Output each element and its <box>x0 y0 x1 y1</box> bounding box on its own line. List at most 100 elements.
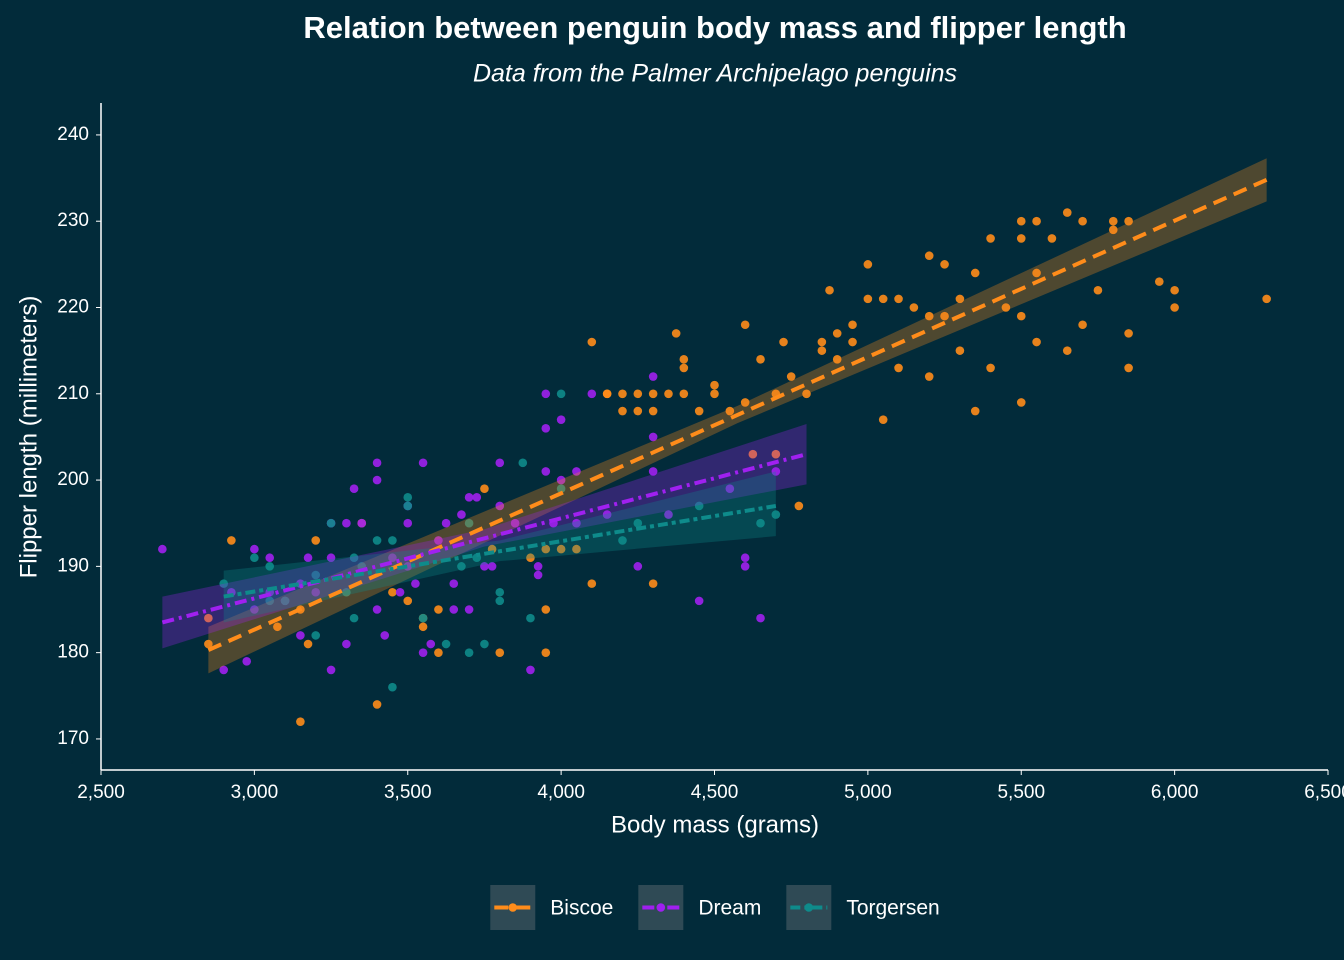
point <box>556 484 566 494</box>
point <box>894 363 903 373</box>
point <box>1170 303 1179 312</box>
point <box>710 389 719 399</box>
point <box>725 484 735 494</box>
point <box>1032 268 1041 278</box>
point <box>296 631 305 640</box>
point <box>1062 346 1072 355</box>
y-tick-label: 190 <box>57 555 89 576</box>
point <box>664 510 673 519</box>
point <box>1093 285 1103 295</box>
y-tick-label: 230 <box>57 210 89 231</box>
point <box>725 406 735 416</box>
point <box>403 518 413 528</box>
point <box>449 579 459 588</box>
point <box>740 320 750 330</box>
point <box>1124 329 1133 338</box>
trend-line <box>161 452 808 625</box>
point <box>541 424 551 433</box>
point <box>250 605 259 614</box>
point <box>679 389 689 399</box>
point <box>572 518 581 528</box>
x-tick-label: 4,000 <box>537 782 585 803</box>
point <box>495 501 505 511</box>
point <box>372 700 382 709</box>
point <box>556 415 566 424</box>
x-tick-label: 6,500 <box>1304 782 1344 803</box>
point <box>441 639 451 649</box>
point <box>418 613 428 623</box>
trend-line <box>223 503 777 599</box>
point <box>426 639 436 649</box>
legend-key-point <box>804 903 814 912</box>
point <box>326 518 336 528</box>
confidence-band <box>223 471 776 623</box>
point <box>342 639 351 649</box>
x-tick-label: 3,000 <box>231 782 279 803</box>
point <box>395 587 405 597</box>
point <box>648 467 658 476</box>
point <box>1001 303 1011 312</box>
point <box>380 631 390 640</box>
point <box>403 493 413 502</box>
point <box>779 337 788 347</box>
point <box>326 553 336 563</box>
y-tick-label: 180 <box>57 642 89 663</box>
point <box>457 562 466 571</box>
point <box>863 294 873 304</box>
point <box>541 544 551 554</box>
point <box>510 518 520 528</box>
point <box>533 570 543 580</box>
point <box>1262 294 1271 304</box>
point <box>227 536 236 545</box>
point <box>204 639 213 649</box>
point <box>349 484 359 494</box>
point <box>1078 216 1087 226</box>
point <box>487 562 497 571</box>
x-axis-title: Body mass (grams) <box>611 811 819 838</box>
point <box>280 596 290 606</box>
point <box>1124 216 1133 226</box>
point <box>648 372 658 381</box>
point <box>296 717 305 726</box>
trend-line <box>207 177 1268 652</box>
point <box>541 467 551 476</box>
x-tick-label: 3,500 <box>384 782 432 803</box>
point <box>694 406 704 416</box>
point <box>618 389 627 399</box>
point <box>342 518 351 528</box>
point <box>1078 320 1087 330</box>
y-tick-label: 200 <box>57 469 89 490</box>
y-axis-title: Flipper length (millimeters) <box>15 296 42 579</box>
point <box>572 544 581 554</box>
point <box>986 234 995 243</box>
point <box>250 553 259 563</box>
point <box>878 415 888 424</box>
point <box>556 544 566 554</box>
point <box>1108 216 1118 226</box>
chart-subtitle: Data from the Palmer Archipelago penguin… <box>473 60 957 88</box>
point <box>602 389 612 399</box>
point <box>480 639 489 649</box>
point <box>633 518 643 528</box>
point <box>671 329 681 338</box>
point <box>694 596 704 606</box>
x-tick-label: 4,500 <box>691 782 739 803</box>
point <box>464 605 474 614</box>
point <box>495 587 505 597</box>
point <box>434 648 443 657</box>
point <box>648 406 658 416</box>
point <box>587 389 597 399</box>
point <box>556 475 566 485</box>
point <box>372 536 382 545</box>
point <box>794 501 804 511</box>
point <box>418 622 428 632</box>
point <box>1016 311 1026 321</box>
point <box>480 484 489 494</box>
point <box>526 553 535 563</box>
point <box>648 579 658 588</box>
point <box>970 268 980 278</box>
point <box>740 398 750 407</box>
point <box>1124 363 1133 373</box>
point <box>480 562 489 571</box>
point <box>495 458 505 468</box>
